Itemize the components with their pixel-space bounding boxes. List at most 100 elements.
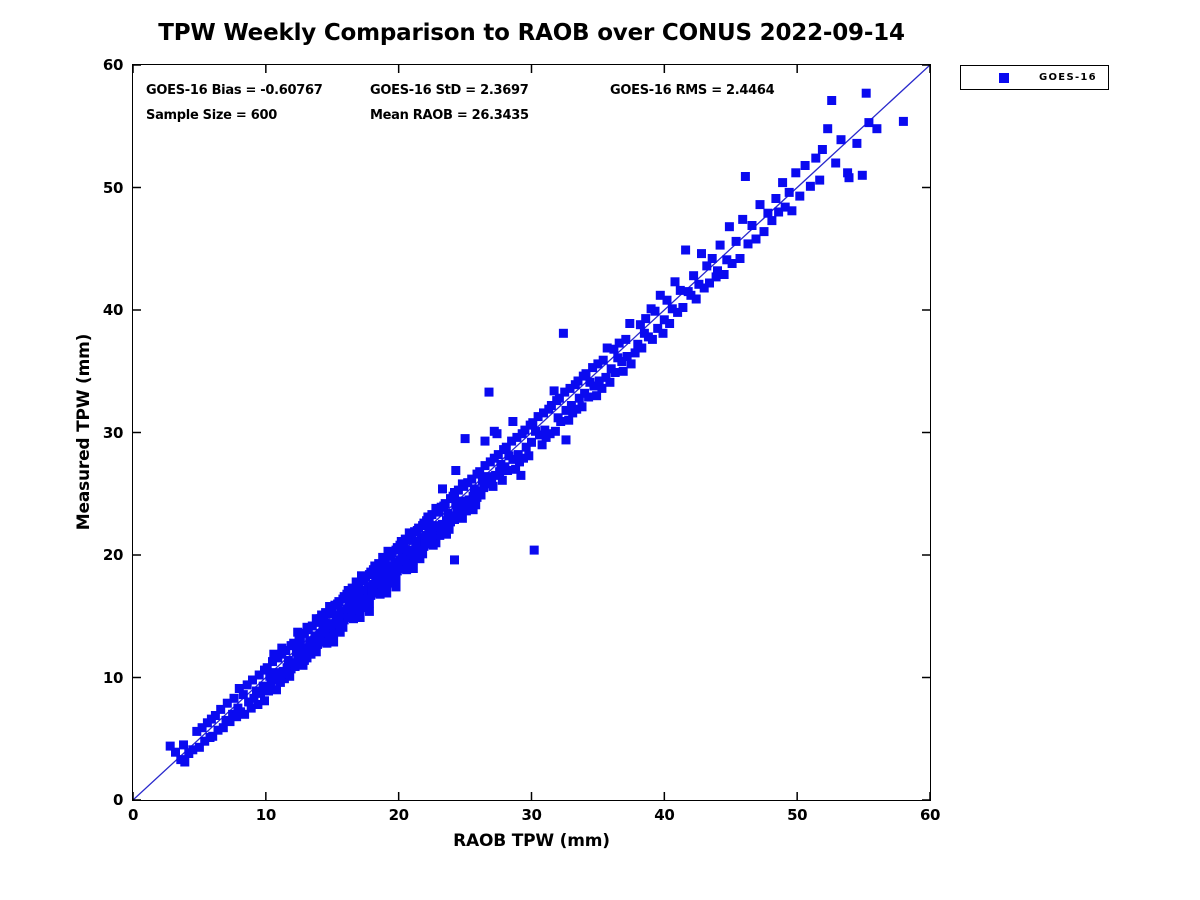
scatter-point [591, 390, 601, 400]
scatter-point [215, 704, 225, 714]
scatter-point [271, 684, 281, 694]
scatter-point [231, 711, 241, 721]
y-tick-label: 30 [102, 423, 123, 442]
scatter-point [298, 645, 307, 655]
scatter-point [428, 540, 438, 550]
scatter-point [449, 554, 459, 564]
stat-rms: GOES-16 RMS = 2.4464 [610, 83, 775, 98]
scatter-point [410, 536, 420, 546]
scatter-point [622, 351, 632, 361]
scatter-point [731, 236, 741, 246]
scatter-point [571, 404, 581, 414]
scatter-point [401, 564, 411, 574]
scatter-point [640, 313, 650, 323]
scatter-point [343, 612, 353, 622]
scatter-point [437, 483, 447, 493]
scatter-point [424, 514, 434, 524]
scatter-point [165, 741, 175, 751]
scatter-point [539, 425, 549, 435]
scatter-point [594, 376, 604, 385]
scatter-point [268, 675, 278, 684]
scatter-point [596, 383, 606, 393]
scatter-point [762, 208, 772, 218]
scatter-point [566, 400, 576, 410]
y-tick-label: 20 [102, 546, 123, 564]
scatter-point [636, 343, 646, 352]
scatter-point [328, 637, 338, 646]
scatter-point [650, 306, 659, 316]
scatter-point [403, 535, 412, 545]
scatter-point [533, 411, 543, 421]
scatter-point [383, 546, 392, 556]
x-tick-label: 60 [919, 806, 941, 824]
scatter-point [298, 660, 307, 670]
x-tick-label: 40 [654, 806, 675, 824]
scatter-point [534, 429, 544, 439]
stat-sample-size: Sample Size = 600 [146, 108, 277, 123]
scatter-point [414, 553, 424, 563]
scatter-point [222, 698, 232, 708]
scatter-point [691, 294, 701, 303]
scatter-point [252, 699, 262, 709]
scatter-point [349, 584, 359, 594]
scatter-point [353, 590, 363, 600]
scatter-point [664, 318, 674, 328]
scatter-point [511, 432, 521, 442]
scatter-point [462, 501, 472, 510]
scatter-point [399, 542, 408, 552]
scatter-point [618, 366, 628, 376]
scatter-point [333, 618, 343, 628]
scatter-point [344, 601, 354, 611]
scatter-point [680, 245, 690, 254]
scatter-point [213, 725, 222, 735]
scatter-point [693, 279, 703, 289]
scatter-point [372, 567, 382, 577]
scatter-point [263, 686, 273, 695]
scatter-point [470, 499, 480, 509]
scatter-point [554, 393, 564, 403]
scatter-point [441, 529, 451, 539]
scatter-point [507, 454, 517, 464]
scatter-point [721, 254, 731, 264]
y-axis-label: Measured TPW (mm) [74, 333, 94, 531]
scatter-point [395, 554, 404, 564]
scatter-point [348, 613, 358, 623]
scatter-point [626, 358, 636, 368]
scatter-point [314, 617, 323, 627]
scatter-point [614, 338, 624, 348]
scatter-point [559, 387, 569, 397]
scatter-point [790, 167, 800, 177]
scatter-point [238, 689, 248, 699]
scatter-point [712, 265, 722, 275]
scatter-point [432, 521, 442, 531]
scatter-point [179, 757, 189, 766]
scatter-point [751, 234, 760, 243]
scatter-point [488, 481, 497, 491]
scatter-point [805, 181, 815, 191]
scatter-point [766, 215, 776, 225]
scatter-point [476, 490, 485, 499]
y-tick-label: 0 [112, 791, 123, 809]
scatter-point [592, 358, 602, 368]
scatter-point [519, 425, 529, 435]
scatter-point [616, 356, 626, 366]
y-tick-label: 50 [102, 178, 123, 197]
scatter-point [655, 290, 665, 300]
scatter-point [735, 253, 744, 263]
scatter-point [422, 539, 432, 548]
scatter-point [449, 514, 459, 524]
scatter-point [325, 619, 335, 629]
scatter-point [518, 453, 528, 463]
scatter-point [246, 703, 256, 713]
scatter-point [468, 504, 478, 514]
scatter-point [480, 460, 489, 470]
scatter-point [323, 608, 333, 618]
scatter-point [331, 610, 341, 619]
scatter-point [170, 747, 180, 757]
scatter-point [675, 285, 685, 295]
scatter-point [755, 199, 764, 209]
scatter-point [295, 650, 305, 660]
scatter-point [688, 270, 698, 280]
scatter-point [360, 594, 370, 604]
scatter-point [565, 383, 574, 393]
